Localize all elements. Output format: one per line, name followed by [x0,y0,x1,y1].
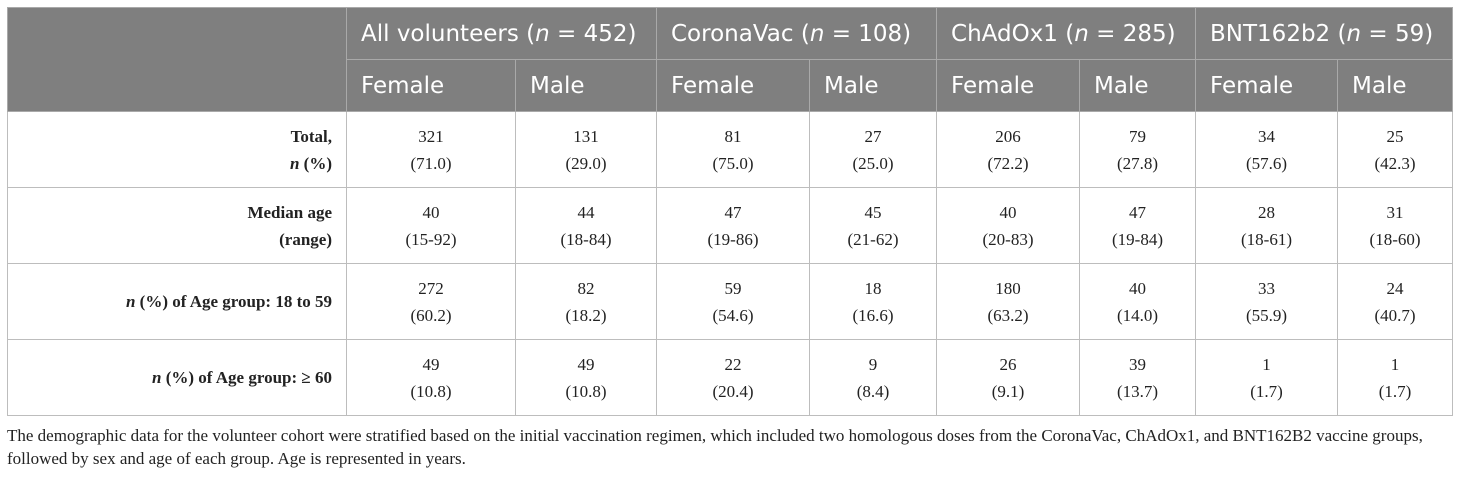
table-cell: 25 (42.3) [1337,111,1454,188]
table-cell: 28 (18-61) [1195,187,1339,264]
table-cell: 22 (20.4) [656,339,810,416]
table-cell: 9 (8.4) [808,339,938,416]
table-cell: 272 (60.2) [346,263,516,340]
table-cell: 33 (55.9) [1195,263,1339,340]
row-label-median-age: Median age (range) [7,187,347,264]
table-row-age-18-59: n (%) of Age group: 18 to 59 272 (60.2) 8… [7,263,1454,340]
sex-header-cell: Male [1337,59,1454,112]
sex-header-cell: Male [808,59,938,112]
table-cell: 82 (18.2) [515,263,657,340]
table-cell: 40 (14.0) [1079,263,1197,340]
sex-header-cell: Female [936,59,1081,112]
table-cell: 81 (75.0) [656,111,810,188]
table-cell: 40 (20-83) [936,187,1081,264]
table-cell: 59 (54.6) [656,263,810,340]
sex-header-row: Female Male Female Male Female Male Fema… [8,59,1454,112]
table-cell: 27 (25.0) [808,111,938,188]
table-cell: 45 (21-62) [808,187,938,264]
group-header-chadox1: ChAdOx1 (n = 285) [936,7,1197,60]
demographics-table: All volunteers (n = 452) CoronaVac (n = … [7,7,1454,416]
table-cell: 47 (19-86) [656,187,810,264]
table-cell: 26 (9.1) [936,339,1081,416]
table-cell: 1 (1.7) [1195,339,1339,416]
group-header-bnt162b2: BNT162b2 (n = 59) [1195,7,1454,60]
table-cell: 49 (10.8) [515,339,657,416]
table-cell: 31 (18-60) [1337,187,1454,264]
table-cell: 34 (57.6) [1195,111,1339,188]
demographics-table-container: All volunteers (n = 452) CoronaVac (n = … [7,7,1454,416]
table-cell: 321 (71.0) [346,111,516,188]
row-label-age-18-59: n (%) of Age group: 18 to 59 [7,263,347,340]
group-header-coronavac: CoronaVac (n = 108) [655,7,938,60]
row-label-age-60-plus: n (%) of Age group: ≥ 60 [7,339,347,416]
table-row-age-60-plus: n (%) of Age group: ≥ 60 49 (10.8) 49 (10.… [7,339,1454,416]
corner-cell [7,7,347,112]
group-header-all-volunteers: All volunteers (n = 452) [346,7,657,60]
table-cell: 206 (72.2) [936,111,1081,188]
table-cell: 79 (27.8) [1079,111,1197,188]
sex-header-cell: Female [656,59,810,112]
sex-header-cell: Male [1079,59,1197,112]
table-footnote: The demographic data for the volunteer c… [7,426,1423,468]
table-cell: 39 (13.7) [1079,339,1197,416]
group-header-row: All volunteers (n = 452) CoronaVac (n = … [7,7,1454,112]
table-cell: 47 (19-84) [1079,187,1197,264]
table-cell: 18 (16.6) [808,263,938,340]
table-cell: 131 (29.0) [515,111,657,188]
sex-header-cell: Female [346,59,516,112]
sex-header-cell: Male [515,59,657,112]
table-row-total: Total, n (%) 321 (71.0) 131 (29.0) 81 (75.0)… [7,111,1454,188]
table-row-median-age: Median age (range) 40 (15-92) 44 (18-84) 47… [7,187,1454,264]
table-cell: 1 (1.7) [1337,339,1454,416]
row-label-total: Total, n (%) [7,111,347,188]
table-cell: 180 (63.2) [936,263,1081,340]
table-cell: 40 (15-92) [346,187,516,264]
table-cell: 49 (10.8) [346,339,516,416]
table-cell: 24 (40.7) [1337,263,1454,340]
sex-header-cell: Female [1195,59,1339,112]
table-cell: 44 (18-84) [515,187,657,264]
